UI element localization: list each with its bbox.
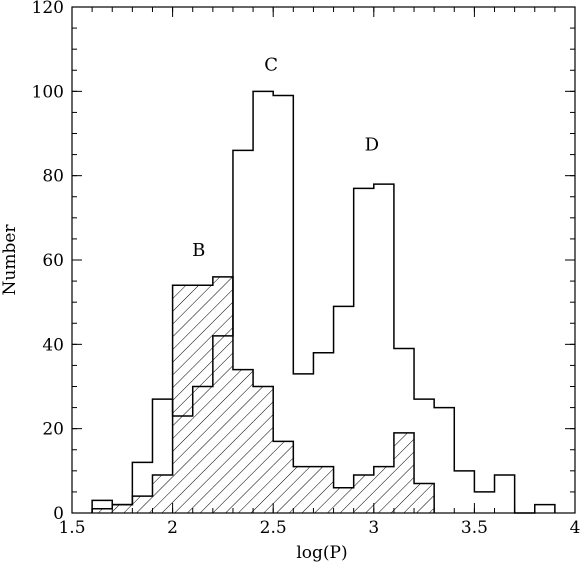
x-axis-label: log(P)	[296, 543, 347, 563]
x-tick-label: 2.5	[260, 518, 287, 538]
hatched-bar	[253, 386, 274, 513]
hatched-bar	[152, 475, 173, 513]
hatched-bar	[273, 441, 294, 513]
x-tick-label: 3.5	[461, 518, 488, 538]
hatched-bar	[313, 466, 334, 513]
y-tick-label: 40	[42, 335, 64, 355]
x-tick-label: 2	[167, 518, 178, 538]
y-tick-label: 120	[32, 0, 64, 18]
hatched-bar	[232, 369, 254, 513]
hatched-bar	[92, 508, 113, 513]
hatched-bar	[192, 285, 213, 513]
hatched-bar	[414, 483, 435, 513]
hatched-bar	[373, 466, 394, 513]
hatched-bar	[212, 276, 233, 513]
y-tick-label: 60	[42, 251, 64, 271]
hatched-bar	[112, 504, 133, 513]
open-histogram-outline	[91, 90, 556, 514]
peak-label-b: B	[192, 240, 205, 261]
y-tick-label: 0	[53, 504, 64, 524]
hatched-bar	[293, 466, 314, 513]
y-tick-label: 100	[32, 82, 64, 102]
plot-frame	[71, 6, 576, 514]
y-tick-label: 20	[42, 420, 64, 440]
y-tick-label: 80	[42, 167, 64, 187]
peak-label-d: D	[365, 134, 379, 155]
hatched-bar	[353, 475, 374, 513]
y-axis-label: Number	[0, 224, 20, 296]
hatched-bar	[393, 432, 415, 513]
x-tick-label: 1.5	[58, 518, 85, 538]
peak-label-c: C	[264, 54, 278, 75]
hatched-bar	[333, 487, 354, 513]
hatched-bar	[132, 496, 153, 513]
hatched-bar	[172, 285, 193, 513]
x-tick-label: 3	[368, 518, 379, 538]
hatched-histogram-outline	[91, 276, 435, 513]
x-tick-label: 4	[570, 518, 581, 538]
